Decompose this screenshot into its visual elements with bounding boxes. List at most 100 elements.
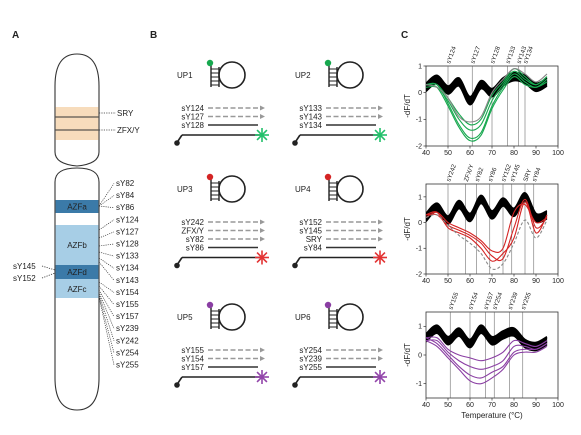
hairpin-loop <box>218 61 246 89</box>
target-marker-label: sY157 <box>181 363 204 372</box>
target-marker-label: sY155 <box>181 346 204 355</box>
x-tick-label: 50 <box>444 150 452 157</box>
primer-arrowhead <box>260 236 265 242</box>
primer-arrowhead <box>260 347 265 353</box>
chromosome-marker-label: sY127 <box>116 227 139 236</box>
y-tick-label: 0 <box>418 220 422 227</box>
chromosome-marker-label: sY239 <box>116 324 139 333</box>
y-tick-label: 0 <box>418 352 422 359</box>
fluorescence-star-icon <box>373 370 387 384</box>
fluorescence-star-icon <box>373 128 387 142</box>
left-marker-label: sY145 <box>13 262 36 271</box>
primer-arrowhead <box>260 228 265 233</box>
x-tick-label: 60 <box>466 278 474 285</box>
primer-arrowhead <box>260 105 265 111</box>
chromosome-marker-label: sY84 <box>116 191 135 200</box>
primer-arrowhead <box>260 356 265 361</box>
fluorophore-dot <box>206 59 214 67</box>
primer-arrowhead <box>378 105 383 111</box>
y-axis-label: -dF/dT <box>403 217 412 241</box>
target-marker-label: sY127 <box>181 113 204 122</box>
target-marker-label: sY134 <box>299 121 322 130</box>
x-tick-label: 70 <box>488 278 496 285</box>
marker-label: sY127 <box>470 45 483 65</box>
marker-label: sY154 <box>467 291 480 311</box>
sample-curve <box>426 73 548 140</box>
marker-label: sY84 <box>531 166 543 182</box>
fluorescence-star-icon <box>255 370 269 384</box>
marker-leader-line <box>98 257 115 269</box>
marker-label: sY86 <box>487 166 499 182</box>
x-tick-label: 100 <box>552 150 564 157</box>
chromosome-marker-label: sY155 <box>116 300 139 309</box>
reference-curve <box>426 199 548 225</box>
azfd-region <box>55 265 99 279</box>
target-marker-label: sY86 <box>186 244 205 253</box>
hairpin-loop <box>336 175 364 203</box>
fluorophore-dot <box>324 59 332 67</box>
hairpin-loop <box>336 61 364 89</box>
y-axis-label: -dF/dT <box>403 94 412 118</box>
fluorescence-star-icon <box>373 250 387 265</box>
left-marker-label: sY152 <box>13 274 36 283</box>
chromosome-marker-label: sY133 <box>116 252 139 261</box>
probe-name: UP1 <box>177 71 193 80</box>
y-axis-label: -dF/dT <box>403 343 412 367</box>
fluorescence-star-icon <box>255 128 269 142</box>
quencher-dot <box>174 262 180 269</box>
azfb-region <box>55 225 99 265</box>
y-tick-label: -1 <box>416 117 422 124</box>
sample-curve <box>426 340 548 385</box>
target-marker-label: SRY <box>306 235 323 244</box>
quencher-dot <box>292 382 298 388</box>
marker-leader-line <box>98 261 115 281</box>
target-marker-label: sY254 <box>299 346 322 355</box>
y-tick-label: -1 <box>416 381 422 388</box>
y-tick-label: -2 <box>416 143 422 150</box>
marker-leader-line <box>98 295 115 353</box>
chromosome-marker-label: sY124 <box>116 215 139 224</box>
fluorophore-dot <box>324 173 332 181</box>
marker-leader-line <box>98 243 115 247</box>
y-tick-label: 1 <box>418 63 422 70</box>
marker-leader-line <box>98 281 115 293</box>
chromosome-marker-label: sY134 <box>116 264 139 273</box>
sample-curve <box>426 336 548 362</box>
panel-b-letter: B <box>150 30 157 41</box>
x-tick-label: 90 <box>532 402 540 409</box>
marker-leader-line <box>98 195 115 207</box>
x-tick-label: 60 <box>466 402 474 409</box>
fluorophore-dot <box>324 301 332 309</box>
target-marker-label: ZFX/Y <box>181 227 204 236</box>
chromosome-marker-label: sY86 <box>116 203 135 212</box>
marker-leader-line <box>98 285 115 305</box>
marker-leader-line <box>98 183 115 207</box>
sample-curve <box>426 68 548 123</box>
quencher-dot <box>292 262 298 269</box>
fluorophore-dot <box>206 173 214 181</box>
y-tick-label: -1 <box>416 246 422 253</box>
marker-leader-line <box>98 293 115 341</box>
x-tick-label: 40 <box>422 402 430 409</box>
y-tick-label: 1 <box>418 194 422 201</box>
template-strand <box>177 134 183 142</box>
target-marker-label: sY145 <box>299 227 322 236</box>
y-tick-label: 1 <box>418 324 422 331</box>
chromosome-marker-label: sY157 <box>116 312 139 321</box>
primer-arrowhead <box>260 219 265 225</box>
quencher-dot <box>174 382 180 388</box>
marker-label: sY239 <box>507 291 520 311</box>
template-strand <box>295 257 301 264</box>
marker-leader-line <box>98 231 115 239</box>
marker-label: sY255 <box>520 291 533 311</box>
region-label: AZFa <box>67 203 87 212</box>
target-marker-label: sY143 <box>299 113 322 122</box>
